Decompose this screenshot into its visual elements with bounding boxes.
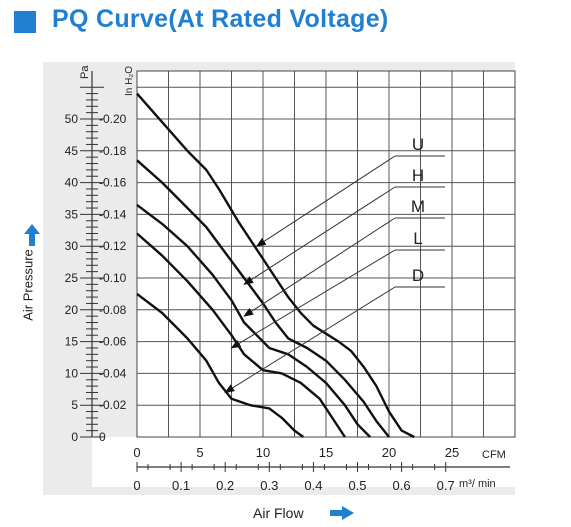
- y-tick-label-inh2o: -0.04: [99, 366, 127, 380]
- x2-tick-label-m3min: 0.6: [393, 478, 411, 493]
- curve-label-d: D: [412, 266, 424, 285]
- y-tick-label-pa: 35: [65, 207, 79, 221]
- x-tick-label-cfm: 5: [196, 445, 203, 460]
- y-tick-label-inh2o: 0: [99, 430, 106, 444]
- y-tick-label-pa: 40: [65, 176, 79, 190]
- right-arrow-icon: [330, 506, 354, 520]
- curve-label-u: U: [412, 135, 424, 154]
- x-tick-label-cfm: 20: [382, 445, 396, 460]
- leader-arrow: [255, 155, 396, 247]
- axes: 051015202530354045500-0.02-0.04-0.06-0.0…: [65, 65, 510, 493]
- pq-curve-m: [136, 203, 371, 438]
- x2-tick-label-m3min: 0: [133, 478, 140, 493]
- y-axis-title: Air Pressure: [20, 249, 36, 321]
- y-tick-label-inh2o: -0.06: [99, 335, 127, 349]
- grid-lines: [136, 70, 516, 438]
- x-axis-band: [92, 437, 515, 487]
- x2-tick-label-m3min: 0.7: [437, 478, 455, 493]
- x2-tick-label-m3min: 0.5: [348, 478, 366, 493]
- x2-tick-label-m3min: 0.1: [172, 478, 190, 493]
- leader-arrow: [243, 217, 396, 317]
- y-tick-label-inh2o: -0.18: [99, 144, 127, 158]
- x-unit-m3min: m³/ min: [459, 478, 496, 490]
- pq-curve-d: [136, 292, 305, 438]
- y-tick-label-pa: 20: [65, 303, 79, 317]
- y-axis-band: [92, 71, 137, 437]
- x-axis-title: Air Flow: [253, 505, 304, 521]
- up-arrow-icon: [24, 224, 40, 246]
- y-tick-label-pa: 50: [65, 112, 79, 126]
- x2-tick-label-m3min: 0.3: [260, 478, 278, 493]
- pq-curve-u: [136, 92, 415, 439]
- y-tick-label-pa: 30: [65, 239, 79, 253]
- x-tick-label-cfm: 10: [256, 445, 270, 460]
- y-tick-label-inh2o: -0.20: [99, 112, 127, 126]
- x2-tick-label-m3min: 0.2: [216, 478, 234, 493]
- y-tick-label-inh2o: -0.12: [99, 239, 127, 253]
- x-tick-label-cfm: 25: [445, 445, 459, 460]
- curve-label-l: L: [413, 229, 422, 248]
- x2-tick-label-m3min: 0.4: [304, 478, 322, 493]
- y-tick-label-pa: 15: [65, 335, 79, 349]
- y-tick-label-pa: 5: [71, 398, 78, 412]
- curve-label-h: H: [412, 166, 424, 185]
- pq-curve-h: [136, 159, 390, 438]
- y-tick-label-pa: 10: [65, 366, 79, 380]
- pq-curve-l: [136, 232, 346, 438]
- x-tick-label-cfm: 0: [133, 445, 140, 460]
- curves: [136, 92, 415, 439]
- title-square-icon: [14, 11, 36, 33]
- chart-title: PQ Curve(At Rated Voltage): [52, 5, 389, 33]
- y-tick-label-pa: 25: [65, 271, 79, 285]
- y-unit-pa: Pa: [79, 65, 91, 79]
- x-unit-cfm: CFM: [482, 449, 506, 461]
- title-block: PQ Curve(At Rated Voltage): [0, 0, 571, 48]
- y-tick-label-pa: 0: [71, 430, 78, 444]
- y-unit-inh2o: In H₂O: [124, 66, 135, 96]
- y-tick-label-inh2o: -0.14: [99, 207, 127, 221]
- leader-arrow: [224, 286, 396, 394]
- y-tick-label-inh2o: -0.10: [99, 271, 127, 285]
- y-tick-label-pa: 45: [65, 144, 79, 158]
- y-tick-label-inh2o: -0.08: [99, 303, 127, 317]
- leader-arrow: [243, 186, 396, 285]
- y-tick-label-inh2o: -0.02: [99, 398, 127, 412]
- plot-border: [136, 70, 516, 438]
- x-tick-label-cfm: 15: [319, 445, 333, 460]
- leader-arrow: [230, 249, 396, 349]
- y-tick-label-inh2o: -0.16: [99, 176, 127, 190]
- curve-label-m: M: [411, 197, 425, 216]
